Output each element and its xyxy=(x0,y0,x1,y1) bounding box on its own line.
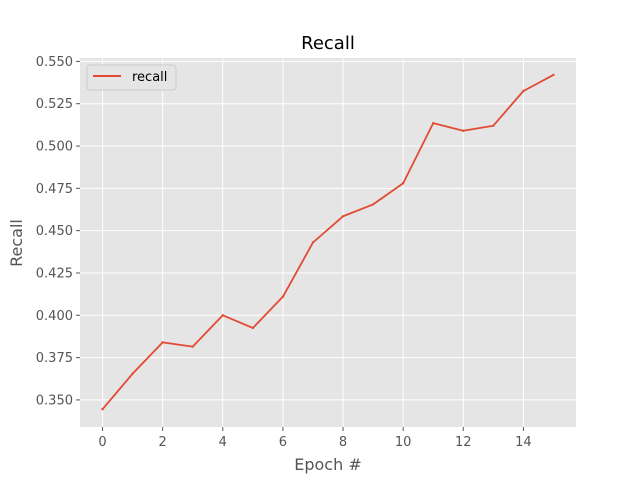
x-axis-ticks: 0 2 4 6 8 10 12 14 xyxy=(98,427,532,450)
y-tick-label: 0.350 xyxy=(36,393,73,408)
y-tick-label: 0.525 xyxy=(36,97,73,112)
plot-area xyxy=(80,58,576,427)
data-point xyxy=(101,408,104,411)
y-tick-label: 0.475 xyxy=(36,182,73,197)
y-tick-label: 0.550 xyxy=(36,55,73,70)
x-tick-label: 8 xyxy=(339,435,347,450)
data-point xyxy=(462,129,465,132)
data-point xyxy=(191,345,194,348)
data-point xyxy=(492,124,495,127)
data-point xyxy=(522,89,525,93)
grid-lines xyxy=(80,58,576,427)
data-point xyxy=(401,182,405,185)
x-tick-label: 12 xyxy=(455,435,472,450)
y-tick-label: 0.375 xyxy=(36,351,73,366)
legend-label-recall: recall xyxy=(132,70,167,85)
series-line-recall xyxy=(101,74,554,410)
x-tick-label: 10 xyxy=(395,435,412,450)
x-tick-label: 6 xyxy=(279,435,287,450)
data-point xyxy=(552,73,555,77)
y-tick-label: 0.500 xyxy=(36,140,73,155)
y-axis-ticks: 0.350 0.375 0.400 0.425 0.450 0.475 0.500 0.525… xyxy=(36,55,80,408)
data-point xyxy=(161,341,164,344)
y-tick-label: 0.400 xyxy=(36,309,73,324)
y-tick-label: 0.450 xyxy=(36,224,73,239)
x-tick-label: 4 xyxy=(219,435,227,450)
data-point xyxy=(221,314,224,317)
data-point xyxy=(251,326,255,330)
x-axis-label: Epoch # xyxy=(294,455,361,474)
data-point xyxy=(131,372,134,375)
data-point xyxy=(432,121,435,125)
data-point xyxy=(311,241,315,244)
y-tick-label: 0.425 xyxy=(36,266,73,281)
series-layer xyxy=(101,73,555,411)
x-tick-label: 0 xyxy=(98,435,106,450)
data-point xyxy=(371,203,375,206)
legend-box xyxy=(86,64,177,91)
chart-title: Recall xyxy=(301,33,355,54)
data-point xyxy=(341,215,345,218)
x-tick-label: 2 xyxy=(159,435,167,450)
y-axis-label: Recall xyxy=(7,219,26,267)
legend: recall xyxy=(86,64,177,91)
data-point xyxy=(281,295,285,298)
x-tick-label: 14 xyxy=(515,435,532,450)
